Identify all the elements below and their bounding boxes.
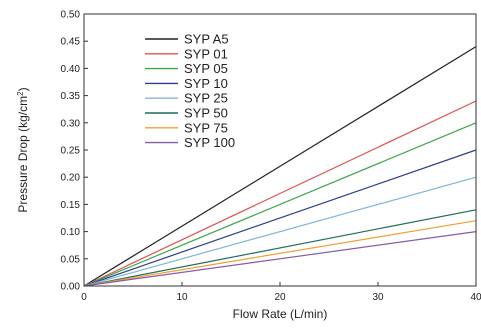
series-line-syp-75 xyxy=(83,220,477,287)
series-line-syp-100 xyxy=(83,231,477,287)
legend-label-syp-01: SYP 01 xyxy=(184,46,228,61)
y-tick-label: 0.15 xyxy=(61,200,81,211)
y-tick-label: 0.00 xyxy=(61,282,81,293)
y-tick-label: 0.05 xyxy=(61,254,81,265)
y-axis-label-main: Pressure Drop (kg/cm xyxy=(16,96,30,213)
legend-label-syp-75: SYP 75 xyxy=(184,120,228,135)
legend-label-syp-25: SYP 25 xyxy=(184,91,228,106)
x-tick-label: 30 xyxy=(372,292,384,303)
y-tick-label: 0.35 xyxy=(61,91,81,102)
series-line-syp-50 xyxy=(83,209,477,287)
y-tick-label: 0.50 xyxy=(61,10,81,21)
legend-label-syp-100: SYP 100 xyxy=(184,135,235,150)
y-tick-label: 0.45 xyxy=(61,37,81,48)
x-tick-label: 40 xyxy=(470,292,481,303)
x-tick-label: 10 xyxy=(176,292,188,303)
y-axis-label: Pressure Drop (kg/cm2) xyxy=(16,87,31,212)
y-tick-label: 0.25 xyxy=(61,146,81,157)
series-line-syp-a5 xyxy=(83,46,477,287)
y-tick-label: 0.40 xyxy=(61,64,81,75)
plot-frame xyxy=(83,13,477,287)
x-tick-label: 20 xyxy=(274,292,286,303)
legend-label-syp-a5: SYP A5 xyxy=(184,32,229,47)
y-tick-label: 0.20 xyxy=(61,173,81,184)
x-tick-label: 0 xyxy=(81,292,87,303)
y-axis-label-superscript: 2 xyxy=(16,91,25,96)
legend-label-syp-50: SYP 50 xyxy=(184,106,228,121)
legend-label-syp-10: SYP 10 xyxy=(184,76,228,91)
series-line-syp-05 xyxy=(83,122,477,287)
y-tick-label: 0.10 xyxy=(61,227,81,238)
y-axis-label-close: ) xyxy=(16,87,30,91)
series-line-syp-01 xyxy=(83,100,477,287)
series-line-syp-10 xyxy=(83,149,477,287)
series-line-syp-25 xyxy=(83,176,477,287)
y-tick-label: 0.30 xyxy=(61,118,81,129)
x-axis-label: Flow Rate (L/min) xyxy=(233,307,328,321)
legend-label-syp-05: SYP 05 xyxy=(184,61,228,76)
